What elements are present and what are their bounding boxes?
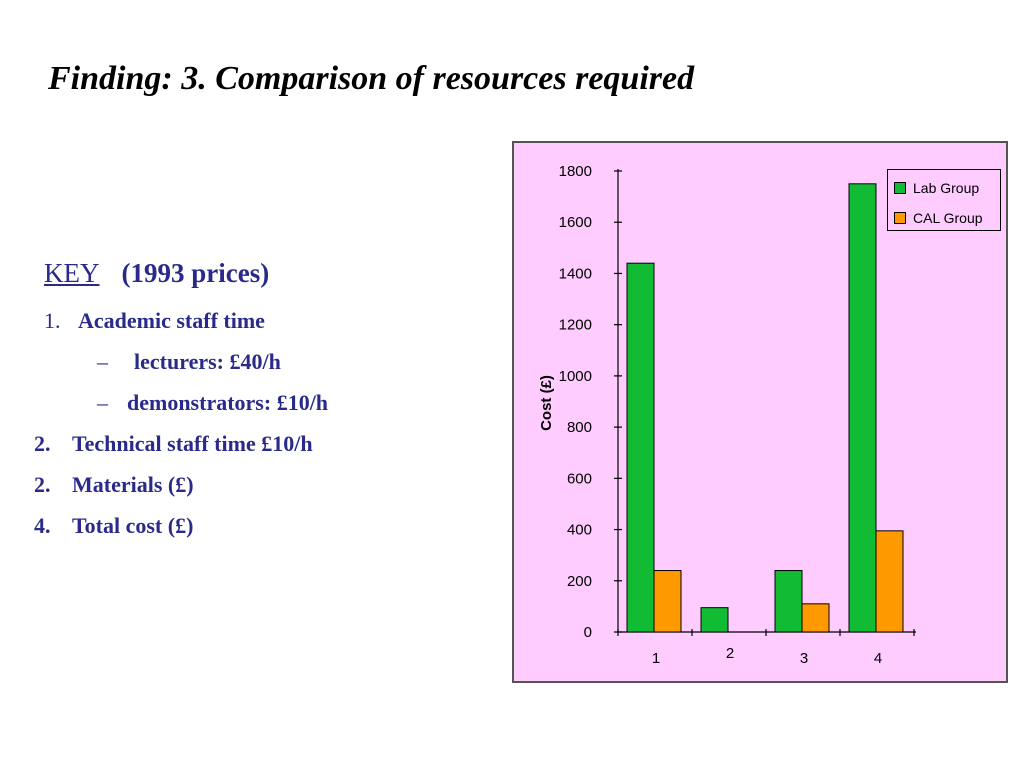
key-item-label: Total cost (£) [72, 513, 194, 538]
legend-label: Lab Group [913, 180, 980, 196]
y-tick-label: 200 [567, 573, 592, 590]
key-item-technical-staff: 2. Technical staff time £10/h [34, 431, 313, 457]
key-item-marker: 1. [44, 308, 61, 333]
y-tick-label: 0 [584, 624, 592, 641]
legend-swatch-cal-group [894, 212, 906, 225]
y-tick-label: 1800 [559, 163, 592, 180]
legend-label: CAL Group [913, 210, 983, 226]
key-item-academic-staff: 1. Academic staff time [44, 308, 265, 334]
key-item-dash: – [97, 390, 108, 415]
x-category-label: 1 [652, 650, 660, 667]
legend-swatch-lab-group [894, 182, 906, 195]
chart-panel: 0 200 400 600 800 1000 1200 1400 1600 1800 1 2 3 4 Cos… [512, 141, 1008, 683]
y-tick-label: 800 [567, 419, 592, 436]
bar-lab-group [774, 570, 803, 633]
key-word: KEY [44, 258, 100, 288]
key-item-label: Academic staff time [78, 308, 265, 333]
key-item-lecturers: – lecturers: £40/h [97, 349, 281, 375]
bar-lab-group [700, 607, 729, 633]
bar-cal-group [801, 603, 830, 633]
key-item-demonstrators: – demonstrators: £10/h [97, 390, 328, 416]
key-item-dash: – [97, 349, 108, 374]
y-tick-label: 400 [567, 522, 592, 539]
x-category-label: 3 [800, 650, 808, 667]
y-tick-label: 1200 [559, 317, 592, 334]
x-category-label: 4 [874, 650, 882, 667]
bar-cal-group [653, 570, 682, 633]
key-item-label: Materials (£) [72, 472, 194, 497]
bar-lab-group [626, 262, 655, 633]
bar-chart: 0 200 400 600 800 1000 1200 1400 1600 1800 1 2 3 4 Cos… [538, 163, 916, 667]
chart-legend: Lab Group CAL Group [887, 169, 1001, 231]
y-tick-label: 600 [567, 470, 592, 487]
legend-item-cal-group: CAL Group [894, 210, 983, 226]
y-tick-label: 1400 [559, 265, 592, 282]
legend-item-lab-group: Lab Group [894, 180, 979, 196]
key-item-label: lecturers: £40/h [134, 349, 281, 374]
key-item-label: Technical staff time £10/h [72, 431, 313, 456]
key-item-marker: 4. [34, 513, 51, 538]
key-item-marker: 2. [34, 472, 51, 497]
y-axis-label: Cost (£) [538, 375, 555, 431]
key-subheading: (1993 prices) [121, 258, 270, 288]
bar-lab-group [848, 183, 877, 633]
y-tick-label: 1000 [559, 368, 592, 385]
key-item-label: demonstrators: £10/h [127, 390, 329, 415]
key-panel: KEY (1993 prices) 1. Academic staff time –… [0, 0, 500, 768]
y-tick-label: 1600 [559, 214, 592, 231]
x-category-label: 2 [726, 645, 734, 662]
key-heading: KEY (1993 prices) [44, 258, 269, 289]
key-item-materials: 2. Materials (£) [34, 472, 194, 498]
slide-title: Finding: 3. Comparison of resources requ… [48, 60, 695, 97]
key-item-total-cost: 4. Total cost (£) [34, 513, 193, 539]
bar-cal-group [875, 530, 904, 633]
key-item-marker: 2. [34, 431, 51, 456]
